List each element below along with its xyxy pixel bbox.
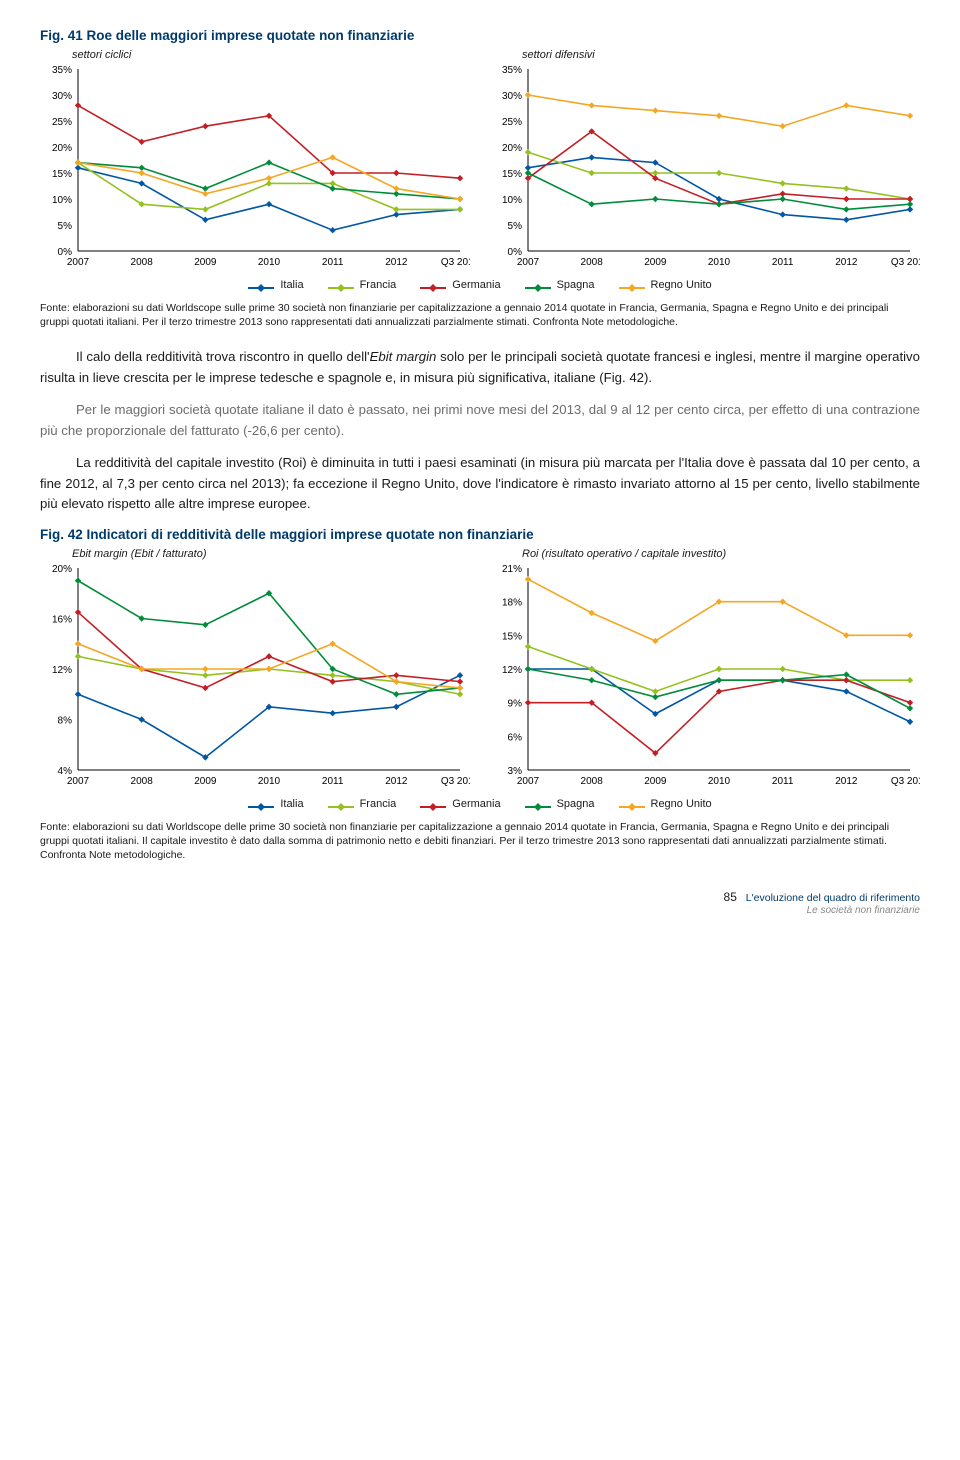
fig41-title: Fig. 41 Roe delle maggiori imprese quota…	[40, 28, 920, 43]
svg-text:2010: 2010	[708, 776, 731, 787]
fig42-charts: Ebit margin (Ebit / fatturato) 4%8%12%16…	[40, 548, 920, 792]
svg-text:10%: 10%	[502, 195, 522, 206]
svg-text:12%: 12%	[52, 665, 72, 676]
svg-text:15%: 15%	[502, 169, 522, 180]
svg-text:9%: 9%	[508, 698, 523, 709]
page-footer: 85 L'evoluzione del quadro di riferiment…	[40, 890, 920, 916]
svg-text:2007: 2007	[517, 257, 540, 268]
legend-item: Regno Unito	[619, 798, 712, 810]
svg-text:20%: 20%	[52, 143, 72, 154]
svg-text:15%: 15%	[502, 631, 522, 642]
fig42-chart-right: 3%6%9%12%15%18%21%2007200820092010201120…	[490, 562, 920, 792]
svg-text:18%: 18%	[502, 597, 522, 608]
svg-text:30%: 30%	[52, 91, 72, 102]
svg-text:30%: 30%	[502, 91, 522, 102]
svg-text:2010: 2010	[258, 257, 281, 268]
fig41-source: Fonte: elaborazioni su dati Worldscope s…	[40, 301, 920, 329]
svg-text:2012: 2012	[385, 776, 408, 787]
svg-text:5%: 5%	[58, 221, 73, 232]
page-number: 85	[724, 890, 737, 904]
svg-text:2008: 2008	[581, 257, 604, 268]
svg-text:2007: 2007	[67, 257, 90, 268]
svg-text:15%: 15%	[52, 169, 72, 180]
svg-text:10%: 10%	[52, 195, 72, 206]
body-p2: Per le maggiori società quotate italiane…	[40, 402, 920, 437]
svg-text:35%: 35%	[52, 65, 72, 76]
svg-text:16%: 16%	[52, 614, 72, 625]
svg-text:25%: 25%	[502, 117, 522, 128]
svg-text:2011: 2011	[772, 776, 794, 787]
svg-text:2009: 2009	[644, 257, 667, 268]
legend-item: Spagna	[525, 798, 595, 810]
fig41-left-subtitle: settori ciclici	[72, 49, 470, 61]
legend-item: Germania	[420, 798, 500, 810]
legend-item: Francia	[328, 279, 397, 291]
svg-text:Q3 2013: Q3 2013	[441, 257, 470, 268]
svg-text:2010: 2010	[258, 776, 281, 787]
legend-item: Italia	[248, 279, 303, 291]
svg-text:25%: 25%	[52, 117, 72, 128]
legend-item: Regno Unito	[619, 279, 712, 291]
legend-item: Francia	[328, 798, 397, 810]
svg-text:2011: 2011	[322, 257, 344, 268]
svg-text:Q3 2013: Q3 2013	[441, 776, 470, 787]
fig42-title: Fig. 42 Indicatori di redditività delle …	[40, 527, 920, 542]
svg-text:2009: 2009	[644, 776, 667, 787]
fig41-legend: Italia Francia Germania Spagna Regno Unito	[40, 279, 920, 291]
svg-text:2009: 2009	[194, 257, 217, 268]
fig42-legend: Italia Francia Germania Spagna Regno Unito	[40, 798, 920, 810]
body-text: Il calo della redditività trova riscontr…	[40, 347, 920, 514]
svg-text:2008: 2008	[581, 776, 604, 787]
svg-text:8%: 8%	[58, 715, 73, 726]
svg-text:2008: 2008	[131, 776, 154, 787]
svg-text:20%: 20%	[502, 143, 522, 154]
svg-text:21%: 21%	[502, 564, 522, 575]
fig42-source: Fonte: elaborazioni su dati Worldscope d…	[40, 820, 920, 863]
svg-text:2008: 2008	[131, 257, 154, 268]
fig41-charts: settori ciclici 0%5%10%15%20%25%30%35%20…	[40, 49, 920, 273]
svg-text:2012: 2012	[835, 776, 858, 787]
svg-text:6%: 6%	[508, 732, 523, 743]
svg-text:2010: 2010	[708, 257, 731, 268]
fig41-chart-left: 0%5%10%15%20%25%30%35%200720082009201020…	[40, 63, 470, 273]
fig41-right-subtitle: settori difensivi	[522, 49, 920, 61]
svg-text:2007: 2007	[517, 776, 540, 787]
footer-line2: Le società non finanziarie	[807, 905, 920, 916]
fig42-left-subtitle: Ebit margin (Ebit / fatturato)	[72, 548, 470, 560]
svg-text:2007: 2007	[67, 776, 90, 787]
legend-item: Germania	[420, 279, 500, 291]
footer-line1: L'evoluzione del quadro di riferimento	[746, 892, 920, 904]
svg-text:2011: 2011	[322, 776, 344, 787]
svg-text:2012: 2012	[385, 257, 408, 268]
legend-item: Italia	[248, 798, 303, 810]
body-p3: La redditività del capitale investito (R…	[40, 455, 920, 511]
fig42-right-subtitle: Roi (risultato operativo / capitale inve…	[522, 548, 920, 560]
svg-text:2012: 2012	[835, 257, 858, 268]
svg-text:5%: 5%	[508, 221, 523, 232]
body-p1: Il calo della redditività trova riscontr…	[40, 349, 920, 384]
svg-text:20%: 20%	[52, 564, 72, 575]
svg-text:Q3 2013: Q3 2013	[891, 257, 920, 268]
legend-item: Spagna	[525, 279, 595, 291]
svg-text:35%: 35%	[502, 65, 522, 76]
svg-text:12%: 12%	[502, 665, 522, 676]
svg-text:2009: 2009	[194, 776, 217, 787]
fig41-chart-right: 0%5%10%15%20%25%30%35%200720082009201020…	[490, 63, 920, 273]
fig42-chart-left: 4%8%12%16%20%200720082009201020112012Q3 …	[40, 562, 470, 792]
svg-text:Q3 2013: Q3 2013	[891, 776, 920, 787]
svg-text:2011: 2011	[772, 257, 794, 268]
